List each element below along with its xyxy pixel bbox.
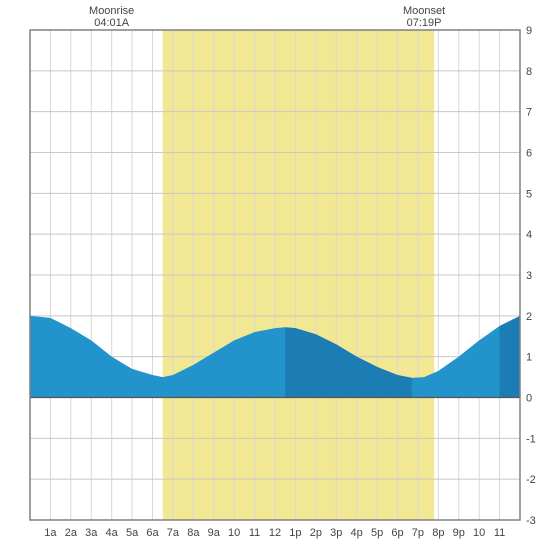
x-tick-label: 12 bbox=[269, 527, 281, 539]
y-tick-label: -2 bbox=[526, 474, 536, 486]
x-tick-label: 8p bbox=[432, 527, 444, 539]
tide-chart: -3-2-101234567891a2a3a4a5a6a7a8a9a101112… bbox=[0, 0, 550, 550]
x-tick-label: 5a bbox=[126, 527, 139, 539]
x-tick-label: 3a bbox=[85, 527, 98, 539]
x-tick-label: 6a bbox=[146, 527, 159, 539]
chart-svg: -3-2-101234567891a2a3a4a5a6a7a8a9a101112… bbox=[0, 0, 550, 550]
x-tick-label: 5p bbox=[371, 527, 383, 539]
x-tick-label: 10 bbox=[473, 527, 485, 539]
x-tick-label: 7a bbox=[167, 527, 180, 539]
x-tick-label: 6p bbox=[391, 527, 403, 539]
y-tick-label: 8 bbox=[526, 66, 532, 78]
x-tick-label: 11 bbox=[249, 527, 260, 539]
x-tick-label: 3p bbox=[330, 527, 342, 539]
x-tick-label: 2a bbox=[65, 527, 78, 539]
moonset-time: 07:19P bbox=[407, 17, 442, 29]
y-tick-label: 9 bbox=[526, 25, 532, 37]
y-tick-label: 7 bbox=[526, 107, 532, 119]
x-tick-label: 10 bbox=[228, 527, 240, 539]
y-tick-label: 3 bbox=[526, 270, 532, 282]
tide-area-dark-right bbox=[500, 316, 520, 398]
y-tick-label: 5 bbox=[526, 188, 532, 200]
x-tick-label: 4a bbox=[106, 527, 119, 539]
x-tick-label: 11 bbox=[494, 527, 505, 539]
y-tick-label: 6 bbox=[526, 148, 532, 160]
moonrise-label: Moonrise bbox=[89, 5, 134, 17]
x-tick-label: 9a bbox=[208, 527, 221, 539]
x-tick-label: 4p bbox=[351, 527, 363, 539]
moonset-label: Moonset bbox=[403, 5, 445, 17]
moonrise-time: 04:01A bbox=[94, 17, 130, 29]
y-tick-label: 0 bbox=[526, 393, 532, 405]
x-tick-label: 1p bbox=[289, 527, 301, 539]
x-tick-label: 8a bbox=[187, 527, 200, 539]
x-tick-label: 2p bbox=[310, 527, 322, 539]
y-tick-label: 4 bbox=[526, 229, 532, 241]
x-tick-label: 9p bbox=[453, 527, 465, 539]
y-tick-label: -1 bbox=[526, 433, 536, 445]
y-tick-label: 2 bbox=[526, 311, 532, 323]
y-tick-label: -3 bbox=[526, 515, 536, 527]
y-tick-label: 1 bbox=[526, 352, 532, 364]
x-tick-label: 1a bbox=[44, 527, 57, 539]
x-tick-label: 7p bbox=[412, 527, 424, 539]
